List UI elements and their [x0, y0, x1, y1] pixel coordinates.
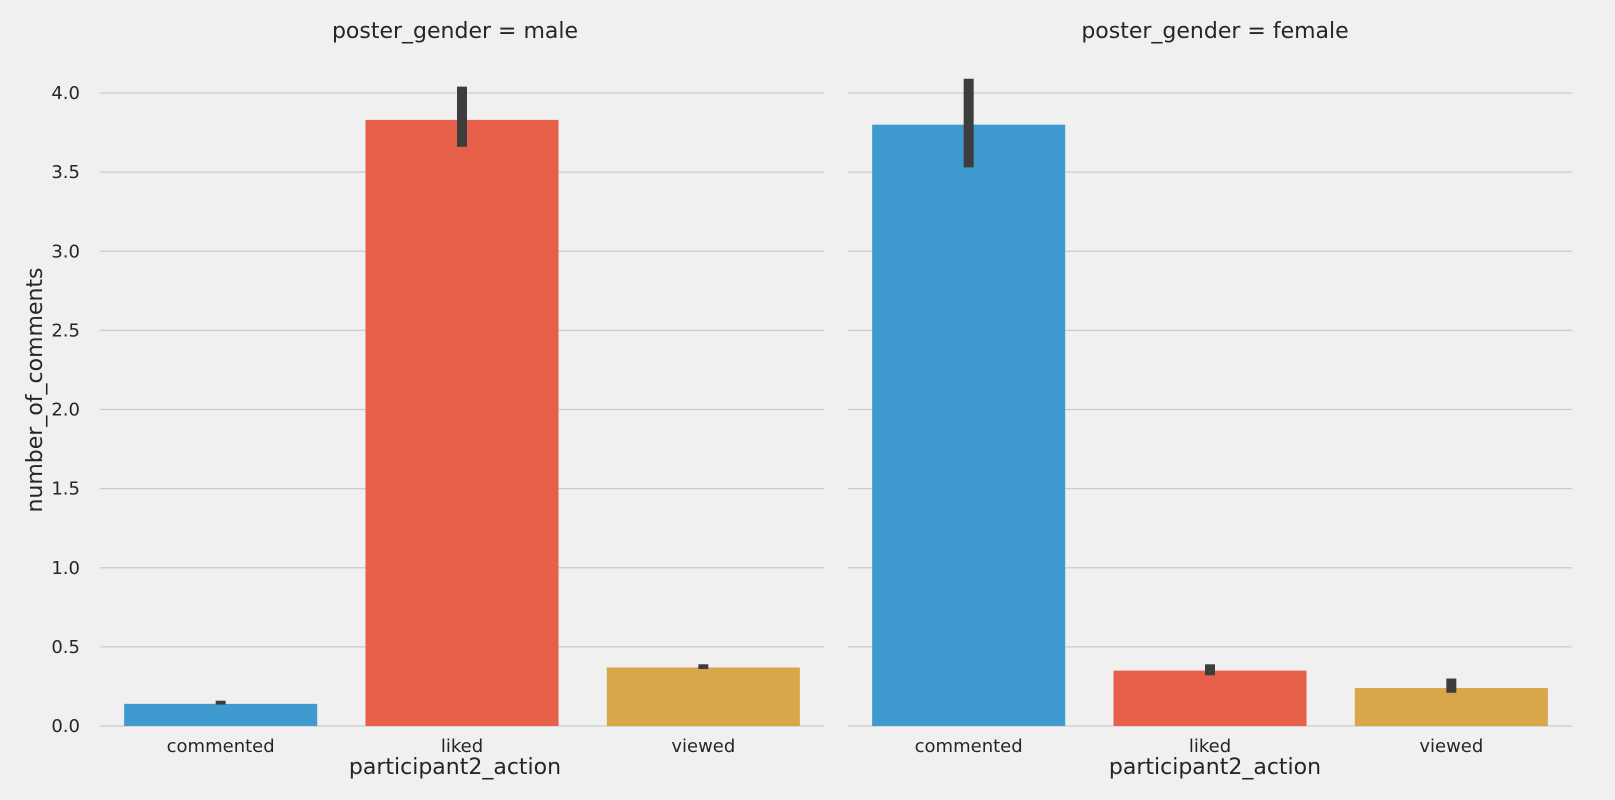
- x-tick-label: commented: [167, 736, 275, 757]
- y-tick-label: 1.5: [51, 479, 80, 500]
- y-axis-label: number_of_comments: [23, 267, 48, 512]
- y-axis: 0.0 0.5 1.0 1.5 2.0 2.5 3.0 3.5 4.0: [51, 83, 80, 737]
- y-tick-label: 0.5: [51, 637, 80, 658]
- panel-title: poster_gender = male: [332, 19, 578, 44]
- x-tick-label: viewed: [1419, 736, 1483, 757]
- panel-title: poster_gender = female: [1081, 19, 1348, 44]
- x-axis-label: participant2_action: [1109, 755, 1321, 780]
- x-axis-label: participant2_action: [349, 755, 561, 780]
- y-tick-label: 4.0: [51, 83, 80, 104]
- y-tick-label: 2.5: [51, 320, 80, 341]
- y-tick-label: 3.5: [51, 162, 80, 183]
- bar-commented: [124, 703, 318, 726]
- y-tick-label: 0.0: [51, 716, 80, 737]
- panel-male: poster_gender = male participant2_action…: [100, 19, 824, 780]
- x-tick-label: liked: [1189, 736, 1231, 757]
- bar-liked: [365, 119, 559, 727]
- x-tick-label: commented: [915, 736, 1023, 757]
- bar-liked: [1113, 670, 1307, 726]
- panel-female: poster_gender = female participant2_acti…: [848, 19, 1572, 780]
- x-tick-label: viewed: [671, 736, 735, 757]
- bar-viewed: [606, 667, 800, 726]
- x-tick-label: liked: [441, 736, 483, 757]
- bar-commented: [872, 124, 1066, 726]
- y-tick-label: 1.0: [51, 558, 80, 579]
- bar-viewed: [1354, 688, 1548, 726]
- y-tick-label: 3.0: [51, 241, 80, 262]
- y-tick-label: 2.0: [51, 400, 80, 421]
